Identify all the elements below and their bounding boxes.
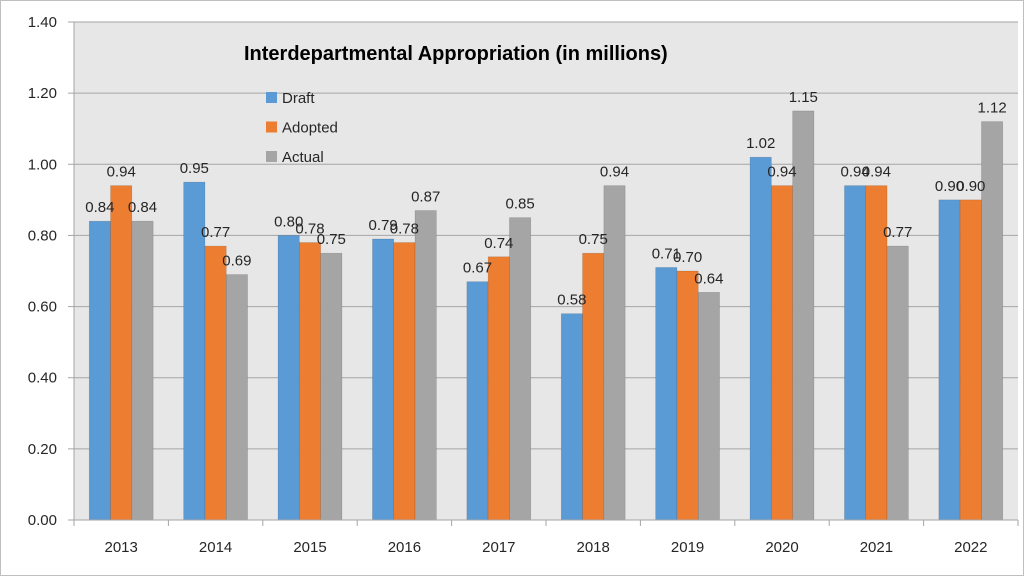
- y-tick-label: 0.80: [28, 227, 57, 244]
- data-label-actual-2020: 1.15: [789, 89, 818, 106]
- data-label-draft-2018: 0.58: [557, 292, 586, 309]
- x-tick-label: 2013: [105, 539, 138, 556]
- data-label-draft-2016: 0.79: [368, 217, 397, 234]
- y-tick-label: 0.00: [28, 512, 57, 529]
- legend-swatch-draft: [266, 92, 277, 103]
- data-label-draft-2022: 0.90: [935, 178, 964, 195]
- bar-adopted-2022: [959, 199, 982, 521]
- legend-swatch-adopted: [266, 121, 277, 133]
- data-label-adopted-2015: 0.78: [295, 221, 324, 238]
- data-label-draft-2014: 0.95: [180, 160, 209, 177]
- bar-adopted-2016: [393, 242, 416, 521]
- x-tick-label: 2017: [482, 539, 515, 556]
- data-labels: 0.84 0.95 0.80 0.79 0.67 0.58 0.71 1.02 0.94 0.90…: [85, 89, 1006, 309]
- x-tick-label: 2016: [388, 539, 421, 556]
- bar-adopted-2013: [110, 185, 133, 521]
- y-tick-label: 1.20: [28, 85, 57, 102]
- y-tick-label: 0.20: [28, 441, 57, 458]
- bar-actual-2016: [414, 210, 437, 521]
- data-label-actual-2021: 0.77: [883, 224, 912, 241]
- bar-adopted-2015: [299, 242, 321, 521]
- data-label-draft-2021: 0.94: [840, 164, 869, 181]
- legend-swatch-actual: [266, 151, 277, 162]
- bar-actual-2021: [886, 245, 909, 521]
- bar-adopted-2020: [771, 185, 793, 521]
- data-label-actual-2013: 0.84: [128, 199, 157, 216]
- bar-draft-2018: [560, 313, 583, 521]
- bar-adopted-2019: [676, 270, 699, 521]
- x-tick-label: 2020: [765, 539, 798, 556]
- axes: [73, 22, 1019, 526]
- bar-draft-2015: [277, 235, 300, 521]
- y-tick-label: 1.40: [28, 14, 57, 31]
- data-label-adopted-2018: 0.75: [579, 231, 608, 248]
- data-label-draft-2017: 0.67: [463, 260, 492, 277]
- bar-actual-2017: [509, 217, 532, 521]
- data-label-adopted-2022: 0.90: [956, 178, 985, 195]
- data-label-adopted-2020: 0.94: [767, 164, 796, 181]
- data-label-adopted-2013: 0.94: [107, 164, 136, 181]
- data-label-draft-2013: 0.84: [85, 199, 114, 216]
- bar-actual-2019: [697, 292, 720, 521]
- bar-draft-2021: [844, 185, 867, 521]
- x-tick-label: 2019: [671, 539, 704, 556]
- bar-draft-2013: [88, 220, 111, 521]
- data-label-draft-2020: 1.02: [746, 135, 775, 152]
- data-label-actual-2017: 0.85: [505, 196, 534, 213]
- x-tick-label: 2015: [293, 539, 326, 556]
- data-label-draft-2019: 0.71: [652, 245, 681, 262]
- x-axis-tick-labels: 2013 2014 2015 2016 2017 2018 2019 2020 2021 2022: [105, 539, 988, 556]
- y-tick-label: 0.60: [28, 299, 57, 316]
- data-label-actual-2015: 0.75: [317, 231, 346, 248]
- data-label-adopted-2017: 0.74: [484, 235, 513, 252]
- legend-label-actual: Actual: [282, 149, 324, 166]
- bar-actual-2015: [320, 252, 343, 521]
- bars: [88, 110, 1004, 521]
- data-label-actual-2022: 1.12: [977, 100, 1006, 117]
- x-tick-label: 2021: [860, 539, 893, 556]
- y-tick-label: 0.40: [28, 370, 57, 387]
- x-tick-label: 2018: [577, 539, 610, 556]
- data-label-adopted-2016: 0.78: [390, 221, 419, 238]
- bar-draft-2019: [655, 267, 678, 521]
- bar-draft-2022: [938, 199, 961, 521]
- x-tick-label: 2014: [199, 539, 232, 556]
- data-label-adopted-2019: 0.70: [673, 249, 702, 266]
- chart-title: Interdepartmental Appropriation (in mill…: [244, 43, 668, 65]
- data-label-actual-2016: 0.87: [411, 189, 440, 206]
- legend-label-draft: Draft: [282, 90, 315, 107]
- x-tick-label: 2022: [954, 539, 987, 556]
- data-label-adopted-2021: 0.94: [862, 164, 891, 181]
- data-label-adopted-2014: 0.77: [201, 224, 230, 241]
- bar-adopted-2014: [204, 245, 227, 521]
- bar-draft-2017: [466, 281, 489, 521]
- bar-actual-2013: [131, 220, 154, 521]
- y-axis-tick-labels: 0.00 0.20 0.40 0.60 0.80 1.00 1.20 1.40: [28, 14, 57, 529]
- data-label-actual-2018: 0.94: [600, 164, 629, 181]
- data-label-actual-2014: 0.69: [222, 253, 251, 270]
- legend-label-adopted: Adopted: [282, 120, 338, 137]
- data-label-draft-2015: 0.80: [274, 213, 303, 230]
- bar-draft-2020: [749, 156, 772, 521]
- bar-draft-2016: [372, 238, 395, 521]
- legend: Draft Adopted Actual: [266, 90, 338, 166]
- bar-actual-2014: [225, 274, 248, 521]
- bar-adopted-2017: [487, 256, 510, 521]
- data-label-actual-2019: 0.64: [694, 270, 723, 287]
- y-tick-label: 1.00: [28, 156, 57, 173]
